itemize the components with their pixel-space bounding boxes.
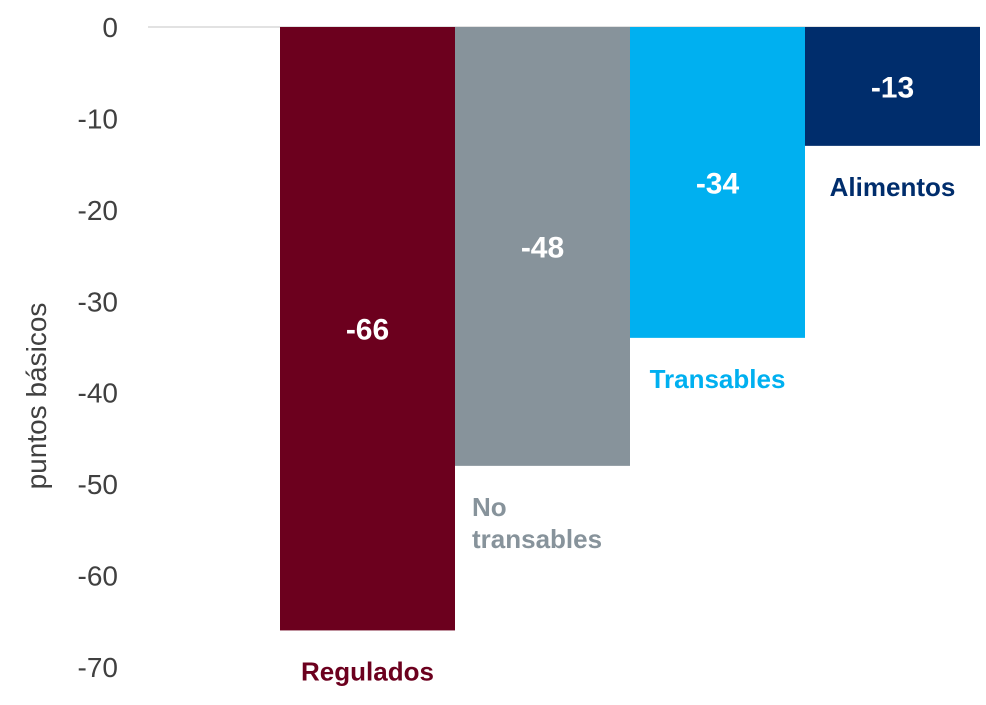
y-tick-label: -70: [78, 652, 118, 683]
bar-value-label: -66: [346, 314, 389, 347]
category-label: Alimentos: [830, 172, 956, 202]
category-label: Regulados: [301, 656, 434, 686]
category-label: No transables: [472, 492, 602, 554]
category-label-line: transables: [472, 524, 602, 554]
category-label-line: Alimentos: [830, 172, 956, 202]
category-label-line: Transables: [650, 364, 786, 394]
bar-value-label: -13: [871, 71, 914, 104]
y-axis-label: puntos básicos: [21, 303, 52, 490]
y-tick-label: -40: [78, 378, 118, 409]
y-tick-label: -60: [78, 561, 118, 592]
bar-value-label: -34: [696, 167, 740, 200]
bar: [280, 27, 455, 631]
bar-value-label: -48: [521, 231, 564, 264]
y-tick-label: -50: [78, 469, 118, 500]
bar: [455, 27, 630, 466]
category-label-line: Regulados: [301, 656, 434, 686]
y-axis-ticks: 0 -10 -20 -30 -40 -50 -60 -70: [78, 12, 118, 683]
bars: -66 Regulados -48 No transables -34 Transables…: [280, 27, 980, 686]
bar: [630, 27, 805, 338]
y-tick-label: -30: [78, 286, 118, 317]
y-tick-label: -10: [78, 103, 118, 134]
category-label-line: No: [472, 492, 507, 522]
y-tick-label: 0: [102, 12, 118, 43]
category-label: Transables: [650, 364, 786, 394]
bar: [805, 27, 980, 146]
y-tick-label: -20: [78, 195, 118, 226]
